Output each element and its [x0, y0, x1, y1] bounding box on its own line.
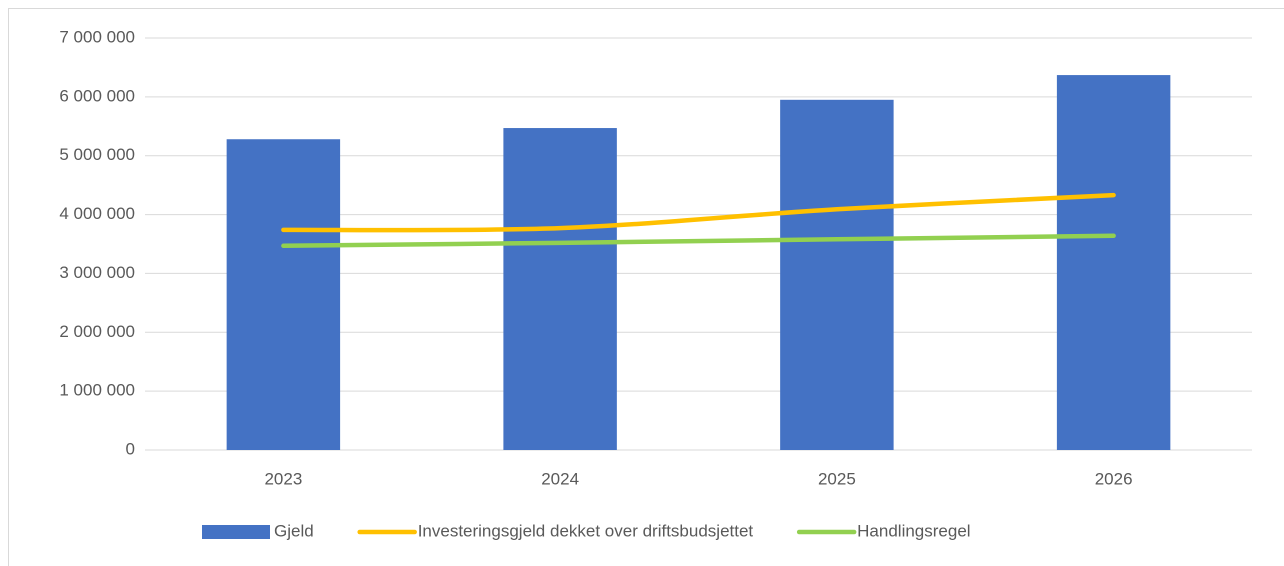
y-tick-label: 5 000 000	[59, 145, 135, 164]
bar	[1056, 75, 1171, 450]
bar	[503, 128, 617, 450]
x-tick-label: 2026	[1095, 469, 1133, 488]
y-tick-label: 2 000 000	[59, 322, 135, 341]
x-tick-label: 2023	[264, 469, 302, 488]
y-tick-label: 1 000 000	[59, 381, 135, 400]
y-tick-label: 6 000 000	[59, 86, 135, 105]
bar	[780, 99, 894, 451]
x-tick-label: 2025	[818, 469, 856, 488]
chart-frame	[8, 8, 1284, 566]
legend-label: Gjeld	[274, 521, 314, 540]
bar	[226, 139, 341, 450]
legend-label: Handlingsregel	[857, 521, 970, 540]
y-tick-label: 0	[126, 439, 135, 458]
legend-label: Investeringsgjeld dekket over driftsbuds…	[418, 521, 754, 540]
y-tick-label: 4 000 000	[59, 204, 135, 223]
y-tick-label: 7 000 000	[59, 27, 135, 46]
legend-swatch	[202, 525, 270, 539]
line-series	[281, 192, 1116, 233]
line-series	[281, 233, 1116, 249]
x-tick-label: 2024	[541, 469, 579, 488]
y-tick-label: 3 000 000	[59, 263, 135, 282]
